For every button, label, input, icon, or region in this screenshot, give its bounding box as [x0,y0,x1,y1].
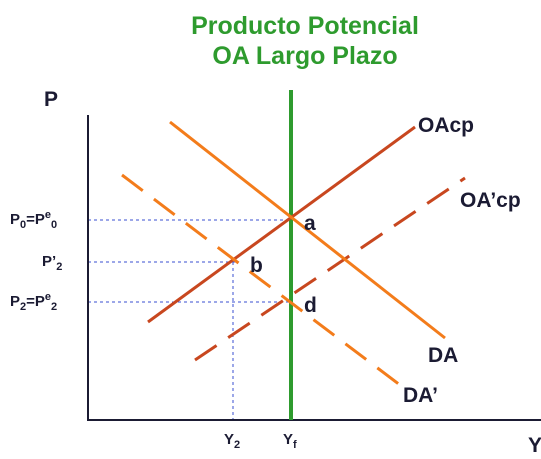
label-part: =P [26,293,45,310]
label-part: e [45,209,51,221]
curve-label: OAcp [418,114,474,137]
y-tick-label: P2=Pe2 [10,291,57,313]
label-part: 2 [56,261,62,273]
demand-curve [169,120,446,340]
point-label: d [304,294,317,317]
label-part: 2 [51,301,57,313]
label-part: P [10,293,20,310]
label-part: 0 [51,219,57,231]
label-part: P [10,211,20,228]
label-part: P’ [42,253,56,270]
label-part: 0 [20,219,26,231]
demand-curve-shifted [121,173,401,387]
x-tick-label: Y2 [224,431,240,451]
title-line: OA Largo Plazo [212,42,397,70]
supply-curve-shifted [194,176,466,362]
curve-label: OA’cp [460,189,521,212]
label-part: 2 [234,439,240,451]
point-label: b [250,254,263,277]
y-tick-label: P’2 [42,253,62,273]
x-tick-label: Yf [283,431,297,451]
x-axis-title: Y [528,434,541,457]
curve-label: DA’ [403,384,438,407]
y-axis-title: P [44,88,58,111]
label-part: =P [26,211,45,228]
point-label: a [304,212,316,235]
curve-label: DA [428,344,458,367]
label-part: e [45,291,51,303]
label-part: Y [283,431,293,448]
supply-curve [147,125,416,324]
label-part: f [293,439,297,451]
label-part: Y [224,431,234,448]
label-part: 2 [20,301,26,313]
y-tick-label: P0=Pe0 [10,209,57,231]
title-line: Producto Potencial [191,12,419,40]
